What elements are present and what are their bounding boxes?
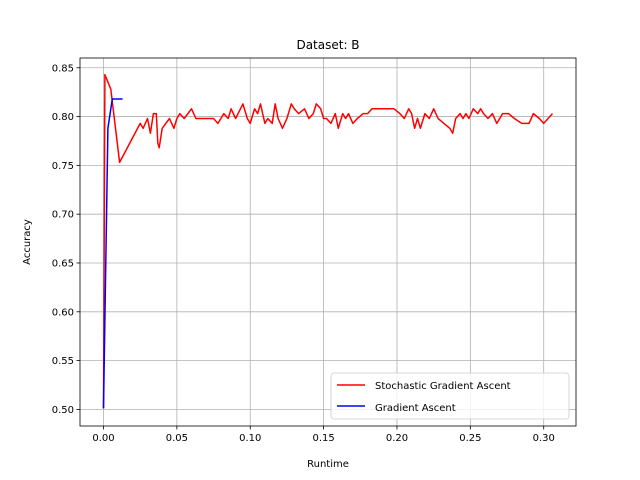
ticks: 0.00 0.05 0.10 0.15 0.20 0.25 0.30 0.50 0.55 0.60… (52, 63, 555, 444)
y-tick-label: 0.75 (52, 161, 74, 172)
legend-label-stochastic-gradient-ascent: Stochastic Gradient Ascent (375, 381, 511, 392)
x-tick-label: 0.15 (312, 433, 334, 444)
y-tick-label: 0.85 (52, 63, 74, 74)
chart-title: Dataset: B (296, 38, 359, 52)
legend-box (330, 372, 570, 420)
x-tick-label: 0.25 (459, 433, 481, 444)
legend: Stochastic Gradient Ascent Gradient Asce… (330, 372, 570, 420)
y-axis-label: Accuracy (22, 219, 33, 265)
series-layer (102, 73, 554, 409)
plot-frame (79, 57, 577, 427)
y-tick-label: 0.50 (52, 405, 74, 416)
x-tick-label: 0.10 (239, 433, 261, 444)
y-tick-label: 0.65 (52, 258, 74, 269)
legend-label-gradient-ascent: Gradient Ascent (375, 403, 456, 414)
y-tick-label: 0.60 (52, 307, 74, 318)
x-tick-label: 0.30 (533, 433, 555, 444)
grid (80, 58, 576, 426)
series-line-gradient-ascent (102, 98, 123, 409)
y-tick-label: 0.80 (52, 112, 74, 123)
y-tick-label: 0.55 (52, 356, 74, 367)
x-axis-label: Runtime (307, 459, 349, 470)
x-tick-label: 0.05 (166, 433, 188, 444)
x-tick-label: 0.20 (386, 433, 408, 444)
y-tick-label: 0.70 (52, 210, 74, 221)
series-line-stochastic-gradient-ascent (102, 73, 554, 409)
x-tick-label: 0.00 (92, 433, 114, 444)
